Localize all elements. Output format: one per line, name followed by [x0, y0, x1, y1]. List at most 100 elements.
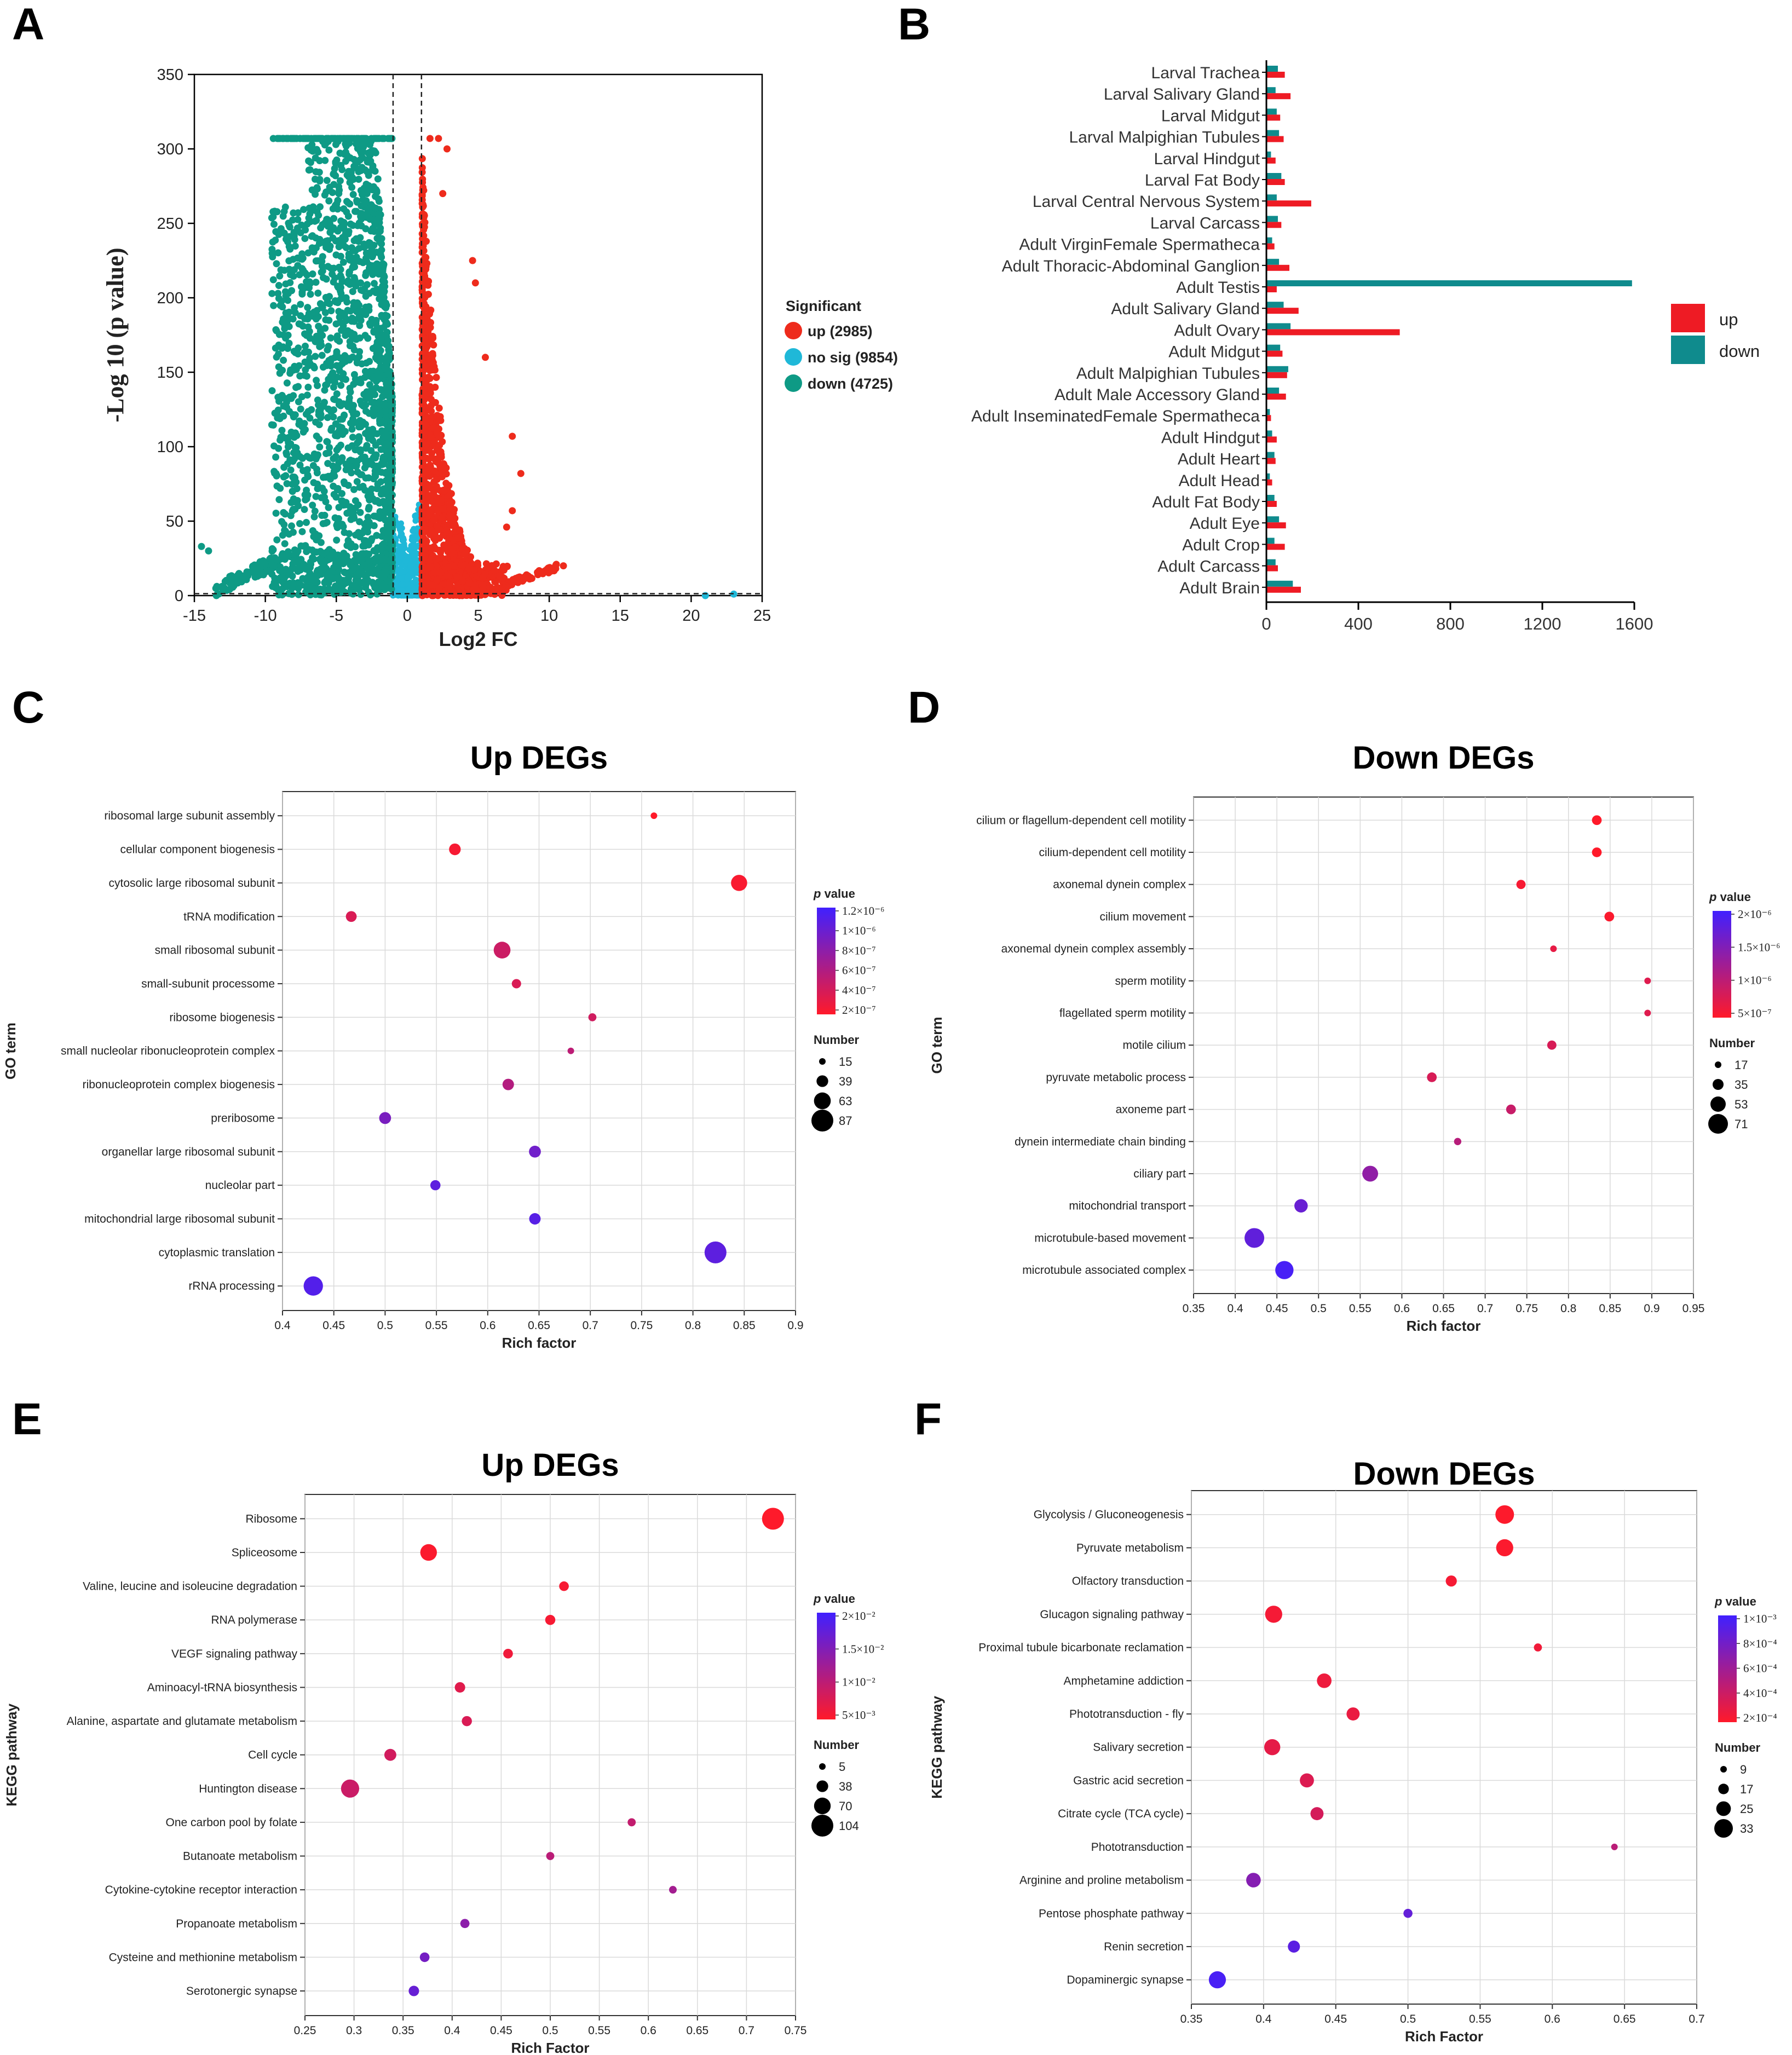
colorbar-tick-label: 4×10⁻⁷ [842, 984, 876, 997]
volcano-point [287, 395, 295, 402]
volcano-point [362, 249, 370, 257]
volcano-point [323, 362, 331, 370]
volcano-point [388, 459, 396, 466]
volcano-point [327, 334, 335, 342]
volcano-point [309, 527, 316, 534]
bubble-7 [1644, 1009, 1651, 1017]
volcano-point [303, 466, 311, 474]
size-legend-dot [814, 1797, 831, 1815]
volcano-point [418, 259, 426, 267]
x-tick-label: 10 [540, 607, 558, 625]
volcano-point [268, 387, 276, 395]
volcano-point [345, 530, 353, 538]
volcano-point [418, 492, 426, 499]
bubble-12 [669, 1886, 677, 1894]
size-legend-label: 15 [839, 1055, 852, 1069]
size-legend-dot [1713, 1079, 1724, 1090]
pvalue-legend-title-p: p [813, 1592, 821, 1606]
volcano-point [433, 576, 441, 584]
volcano-point [332, 582, 339, 590]
volcano-point [304, 491, 312, 499]
volcano-point [347, 561, 354, 569]
volcano-point [317, 135, 325, 142]
term-label: Gastric acid secretion [1073, 1774, 1184, 1787]
volcano-point [307, 291, 314, 298]
bar-down [1266, 280, 1632, 286]
term-label: One carbon pool by folate [166, 1816, 298, 1829]
pvalue-colorbar [1713, 911, 1731, 1018]
svg-text:p value: p value [1714, 1595, 1756, 1608]
volcano-point [316, 203, 324, 211]
volcano-point [435, 585, 443, 592]
bubble-3 [1445, 1575, 1457, 1587]
colorbar-tick-label: 2×10⁻⁴ [1743, 1711, 1777, 1724]
colorbar-tick-label: 2×10⁻² [842, 1609, 875, 1623]
volcano-point [283, 403, 291, 411]
legend-label: no sig (9854) [808, 349, 898, 366]
x-tick-label: 0.45 [1324, 2013, 1347, 2025]
volcano-point [288, 522, 295, 530]
volcano-point [331, 396, 339, 403]
category-label: Larval Central Nervous System [1033, 193, 1260, 211]
volcano-point [343, 298, 351, 306]
volcano-point [451, 521, 459, 528]
x-tick-label: 0.95 [1682, 1302, 1705, 1315]
volcano-point [379, 430, 387, 438]
volcano-point [342, 499, 350, 506]
category-label: Adult InseminatedFemale Spermatheca [971, 407, 1260, 425]
volcano-point [459, 589, 466, 597]
volcano-point [298, 393, 306, 401]
term-label: ribosome biogenesis [169, 1011, 275, 1024]
volcano-point [249, 562, 257, 570]
volcano-point [340, 224, 348, 232]
volcano-point [289, 488, 296, 495]
bubble-2 [449, 843, 461, 856]
volcano-point [345, 394, 353, 402]
volcano-point [379, 393, 387, 401]
volcano-point [459, 577, 466, 585]
volcano-point [397, 543, 404, 550]
size-legend-label: 63 [839, 1094, 852, 1108]
volcano-point [341, 588, 348, 596]
volcano-point [331, 379, 339, 386]
bubble-13 [460, 1919, 470, 1929]
volcano-point [404, 553, 410, 559]
volcano-point [365, 504, 373, 511]
x-tick-label: 0.3 [346, 2024, 362, 2037]
volcano-point [449, 545, 457, 552]
volcano-point [339, 556, 347, 563]
size-legend-title: Number [1709, 1036, 1755, 1050]
volcano-point [281, 540, 289, 547]
term-label: cilium or flagellum-dependent cell motil… [976, 814, 1186, 827]
bubble-11 [546, 1852, 555, 1860]
volcano-point [342, 460, 350, 468]
volcano-point [304, 315, 312, 323]
volcano-point [285, 243, 293, 250]
volcano-point [325, 405, 332, 413]
volcano-point [329, 189, 336, 197]
volcano-point [437, 569, 445, 576]
volcano-point [315, 421, 323, 429]
volcano-point [373, 342, 381, 349]
volcano-point [384, 475, 391, 483]
bar-down [1266, 430, 1272, 437]
volcano-point [388, 408, 395, 415]
panel-title: Up DEGs [481, 1447, 619, 1483]
volcano-point [297, 301, 304, 308]
volcano-point [397, 569, 404, 575]
term-label: Phototransduction - fly [1069, 1708, 1184, 1721]
volcano-point [280, 509, 287, 516]
volcano-point [374, 175, 382, 183]
volcano-point [454, 582, 462, 590]
volcano-point [223, 587, 231, 594]
volcano-point [315, 407, 322, 415]
volcano-point [361, 135, 368, 142]
term-label: Salivary secretion [1093, 1741, 1184, 1754]
bar-down [1266, 495, 1275, 501]
volcano-point [339, 258, 347, 266]
volcano-point [372, 204, 379, 212]
volcano-point [422, 253, 430, 261]
volcano-point [229, 584, 237, 591]
volcano-point [418, 511, 426, 518]
volcano-point [291, 557, 298, 565]
